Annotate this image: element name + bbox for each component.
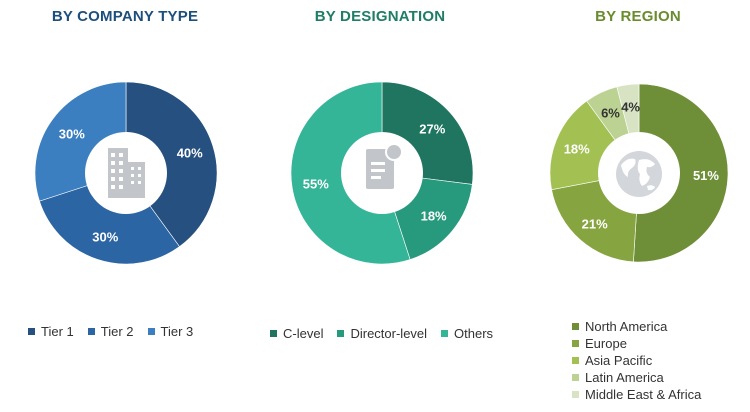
legend-item: Tier 3 — [147, 324, 194, 339]
labels-company-type: 40% 30% 30% — [59, 127, 203, 245]
data-label: 18% — [421, 209, 447, 224]
legend-swatch — [441, 330, 449, 337]
panel-company-type: BY COMPANY TYPE 40% 30% 30% Tier 1 Tier 2 Ti… — [0, 0, 250, 412]
legend-label: Latin America — [585, 370, 664, 385]
data-label: 6% — [601, 105, 620, 120]
data-label: 21% — [582, 216, 608, 231]
legend-item: Middle East & Africa — [572, 386, 701, 403]
legend-item: Asia Pacific — [572, 352, 701, 369]
data-label: 40% — [177, 145, 203, 160]
legend-swatch — [572, 340, 579, 347]
panel-designation: BY DESIGNATION 27% 18% 55% C-level Director… — [255, 0, 505, 412]
donut-region: 51% 21% 18% 6% 4% — [549, 83, 729, 263]
data-label: 4% — [621, 100, 640, 115]
legend-label: C-level — [283, 326, 324, 341]
legend-label: Others — [454, 326, 494, 341]
legend-label: Asia Pacific — [585, 353, 653, 368]
legend-item: Tier 1 — [28, 324, 74, 339]
data-label: 55% — [303, 176, 329, 191]
donut-company-type: 40% 30% 30% — [34, 81, 218, 265]
legend-label: North America — [585, 319, 668, 334]
chart-title-region: BY REGION — [595, 8, 681, 25]
legend-swatch — [572, 323, 579, 330]
legend-label: Tier 2 — [100, 324, 134, 339]
donut-designation: 27% 18% 55% — [290, 81, 474, 265]
slices-company-type — [34, 81, 218, 265]
legend-item: Europe — [572, 335, 701, 352]
labels-designation: 27% 18% 55% — [303, 122, 447, 224]
legend-item: Others — [441, 326, 493, 341]
legend-item: C-level — [270, 326, 323, 341]
slice-tier-1 — [125, 81, 218, 248]
panel-region: BY REGION 51% 21% 18% 6% 4% North America Eur… — [513, 0, 750, 412]
building-icon — [108, 148, 145, 198]
legend-company-type: Tier 1 Tier 2 Tier 3 — [28, 324, 207, 339]
legend-label: Director-level — [350, 326, 428, 341]
labels-region: 51% 21% 18% 6% 4% — [564, 100, 720, 232]
legend-swatch — [28, 328, 35, 335]
legend-label: Tier 3 — [160, 324, 194, 339]
chart-title-company-type: BY COMPANY TYPE — [51, 8, 199, 25]
data-label: 51% — [693, 168, 719, 183]
globe-icon — [616, 151, 662, 197]
legend-swatch — [270, 330, 277, 337]
slice-tier-2 — [39, 172, 180, 265]
legend-swatch — [87, 328, 95, 335]
chart-title-designation: BY DESIGNATION — [314, 8, 446, 25]
legend-region: North America Europe Asia Pacific Latin Ame… — [572, 318, 715, 403]
legend-item: Tier 2 — [87, 324, 134, 339]
data-label: 30% — [92, 230, 118, 245]
legend-item: Latin America — [572, 369, 701, 386]
data-label: 18% — [564, 141, 590, 156]
legend-swatch — [572, 391, 579, 398]
legend-item: North America — [572, 318, 701, 335]
legend-label: Tier 1 — [41, 324, 74, 339]
legend-label: Europe — [585, 336, 627, 351]
legend-swatch — [572, 357, 579, 364]
legend-swatch — [572, 374, 579, 381]
slice-north-america — [633, 83, 729, 263]
data-label: 30% — [59, 127, 85, 142]
legend-label: Middle East & Africa — [585, 387, 702, 402]
data-label: 27% — [419, 122, 445, 137]
document-icon — [366, 143, 403, 189]
legend-swatch — [147, 328, 155, 335]
legend-designation: C-level Director-level Others — [270, 326, 507, 341]
legend-swatch — [337, 330, 345, 337]
legend-item: Director-level — [337, 326, 427, 341]
